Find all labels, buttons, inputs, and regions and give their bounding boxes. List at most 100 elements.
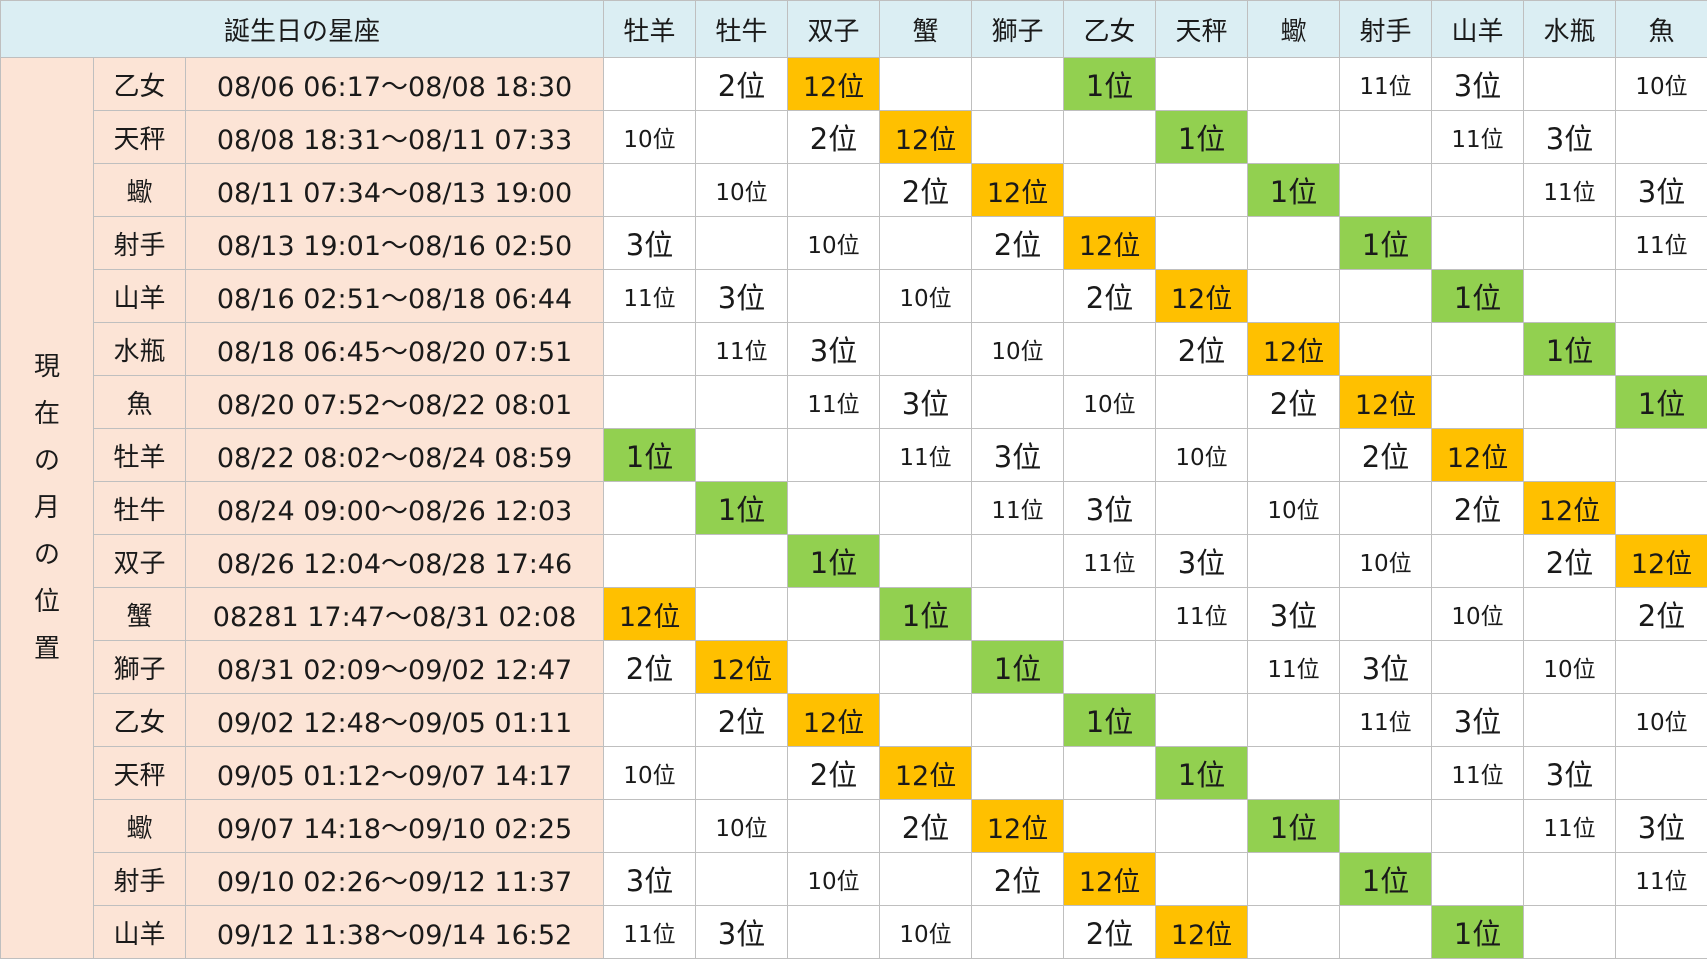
moon-sign-cell: 山羊 xyxy=(94,906,186,959)
rank-cell: 12位 xyxy=(1616,535,1707,588)
rank-cell: 10位 xyxy=(1616,58,1707,111)
period-cell: 08/11 07:34〜08/13 19:00 xyxy=(186,164,604,217)
moon-sign-cell: 牡牛 xyxy=(94,482,186,535)
rank-cell: 3位 xyxy=(1340,641,1432,694)
rank-cell: 3位 xyxy=(1616,800,1707,853)
rank-cell xyxy=(1156,853,1248,906)
rank-cell xyxy=(1064,429,1156,482)
side-label-char: 在 xyxy=(1,391,93,438)
rank-cell: 2位 xyxy=(1524,535,1616,588)
rank-cell: 12位 xyxy=(696,641,788,694)
rank-cell: 2位 xyxy=(788,747,880,800)
moon-sign-cell: 双子 xyxy=(94,535,186,588)
rank-cell xyxy=(788,906,880,959)
moon-sign-cell: 乙女 xyxy=(94,694,186,747)
rank-cell: 12位 xyxy=(1156,270,1248,323)
rank-cell xyxy=(972,588,1064,641)
sign-column-header: 魚 xyxy=(1616,1,1707,58)
rank-cell xyxy=(1248,429,1340,482)
rank-cell xyxy=(788,164,880,217)
rank-cell: 11位 xyxy=(1156,588,1248,641)
rank-cell: 2位 xyxy=(1156,323,1248,376)
rank-cell: 3位 xyxy=(1524,111,1616,164)
rank-cell xyxy=(1340,482,1432,535)
rank-cell: 2位 xyxy=(1340,429,1432,482)
rank-cell xyxy=(696,853,788,906)
rank-cell: 12位 xyxy=(1248,323,1340,376)
rank-cell: 12位 xyxy=(788,58,880,111)
rank-cell xyxy=(1340,111,1432,164)
rank-cell: 2位 xyxy=(696,58,788,111)
rank-cell xyxy=(1524,588,1616,641)
rank-cell: 2位 xyxy=(696,694,788,747)
side-label-char: 位 xyxy=(1,579,93,626)
rank-cell xyxy=(972,694,1064,747)
rank-cell: 11位 xyxy=(1616,853,1707,906)
rank-cell: 12位 xyxy=(972,800,1064,853)
side-label-char: の xyxy=(1,438,93,485)
rank-cell xyxy=(1156,641,1248,694)
period-cell: 08/18 06:45〜08/20 07:51 xyxy=(186,323,604,376)
rank-cell xyxy=(1340,323,1432,376)
current-moon-position-label: 現在の月の位置 xyxy=(1,58,94,959)
rank-cell: 1位 xyxy=(880,588,972,641)
rank-cell: 2位 xyxy=(1616,588,1707,641)
sign-column-header: 射手 xyxy=(1340,1,1432,58)
rank-cell xyxy=(1156,217,1248,270)
rank-cell: 2位 xyxy=(1064,270,1156,323)
sign-column-header: 牡羊 xyxy=(604,1,696,58)
period-cell: 08/26 12:04〜08/28 17:46 xyxy=(186,535,604,588)
period-cell: 08/08 18:31〜08/11 07:33 xyxy=(186,111,604,164)
rank-cell xyxy=(788,588,880,641)
rank-cell: 12位 xyxy=(788,694,880,747)
rank-cell xyxy=(1064,641,1156,694)
period-cell: 09/02 12:48〜09/05 01:11 xyxy=(186,694,604,747)
rank-cell: 3位 xyxy=(1432,58,1524,111)
rank-cell: 2位 xyxy=(972,853,1064,906)
rank-cell xyxy=(880,482,972,535)
rank-cell xyxy=(880,58,972,111)
rank-cell xyxy=(1248,694,1340,747)
rank-cell xyxy=(1156,164,1248,217)
rank-cell xyxy=(696,535,788,588)
period-cell: 08/16 02:51〜08/18 06:44 xyxy=(186,270,604,323)
sign-column-header: 蠍 xyxy=(1248,1,1340,58)
rank-cell xyxy=(972,376,1064,429)
rank-cell xyxy=(696,429,788,482)
rank-cell: 1位 xyxy=(1432,270,1524,323)
rank-cell: 1位 xyxy=(1524,323,1616,376)
rank-cell: 3位 xyxy=(604,853,696,906)
rank-cell xyxy=(1616,323,1707,376)
rank-cell xyxy=(1248,747,1340,800)
rank-cell xyxy=(1524,270,1616,323)
rank-cell: 2位 xyxy=(788,111,880,164)
rank-cell xyxy=(1064,800,1156,853)
rank-cell: 10位 xyxy=(604,111,696,164)
rank-cell xyxy=(1340,747,1432,800)
moon-sign-cell: 射手 xyxy=(94,217,186,270)
rank-cell xyxy=(1524,376,1616,429)
rank-cell: 11位 xyxy=(1432,747,1524,800)
rank-cell xyxy=(1156,694,1248,747)
rank-cell: 1位 xyxy=(1248,164,1340,217)
rank-cell: 11位 xyxy=(696,323,788,376)
rank-cell xyxy=(972,747,1064,800)
moon-sign-cell: 乙女 xyxy=(94,58,186,111)
rank-cell: 11位 xyxy=(1616,217,1707,270)
rank-cell xyxy=(604,694,696,747)
rank-cell: 12位 xyxy=(880,111,972,164)
rank-cell: 1位 xyxy=(1340,217,1432,270)
header-row: 誕生日の星座 牡羊牡牛双子蟹獅子乙女天秤蠍射手山羊水瓶魚 xyxy=(1,1,1707,58)
rank-cell xyxy=(1248,217,1340,270)
rank-cell: 3位 xyxy=(1432,694,1524,747)
period-cell: 08/20 07:52〜08/22 08:01 xyxy=(186,376,604,429)
rank-cell xyxy=(696,376,788,429)
rank-cell: 12位 xyxy=(604,588,696,641)
rank-cell: 1位 xyxy=(788,535,880,588)
rank-cell: 2位 xyxy=(1064,906,1156,959)
rank-cell xyxy=(1340,906,1432,959)
